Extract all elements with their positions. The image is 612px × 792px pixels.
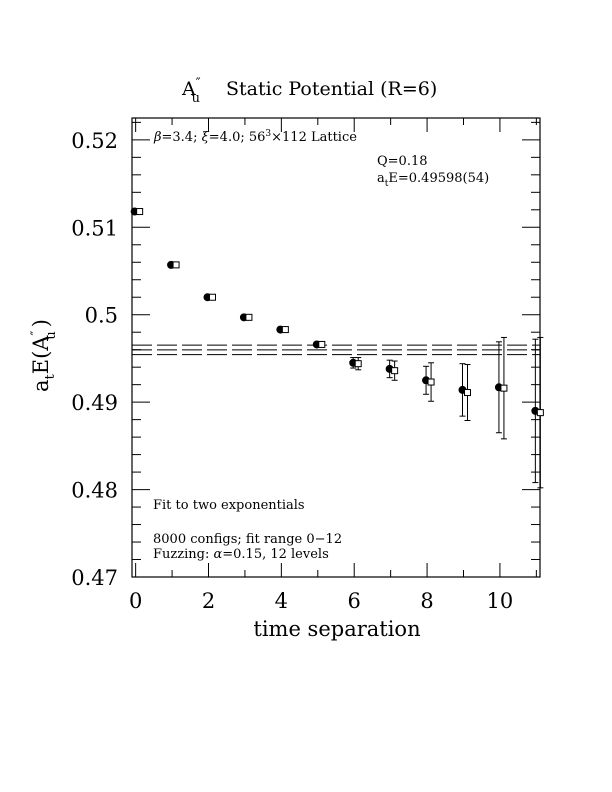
beta-symbol: β [153,130,162,145]
xi-symbol: ξ [202,130,210,145]
fit-value-sub: t [385,179,389,189]
ylabel-sub: u [44,331,59,339]
title-sup: ″ [196,76,201,91]
data-point-square [209,293,216,301]
x-tick-label: 0 [129,589,142,613]
y-tick-label: 0.47 [71,566,118,590]
data-point-square [354,360,362,368]
data-points [130,207,544,489]
lattice-part-b: =4.0; 56 [209,130,266,145]
fuzzing-annotation: Fuzzing: α=0.15, 12 levels [153,547,329,562]
x-tick-label: 8 [420,589,433,613]
x-axis-label: time separation [253,617,420,641]
ylabel-sup: ″ [29,331,44,336]
data-point-square [281,326,289,334]
data-point-square [318,340,326,348]
title-rest: Static Potential (R=6) [226,78,437,100]
data-point-square [391,367,399,375]
x-tick-label: 10 [487,589,514,613]
ylabel-prefix-sub: t [43,373,58,379]
fit-value-annotation: atE=0.49598(54) [377,171,489,189]
x-tick-label: 2 [202,589,215,613]
lattice-annotation: β=3.4; ξ=4.0; 563×112 Lattice [153,129,357,145]
x-tick-label: 6 [348,589,361,613]
y-tick-label: 0.51 [71,216,118,240]
x-tick-label: 4 [275,589,288,613]
fit-type-annotation: Fit to two exponentials [153,498,305,513]
configs-annotation: 8000 configs; fit range 0−12 [153,532,342,547]
data-point-square [245,313,253,321]
lattice-part-a: =3.4; [162,130,202,145]
ylabel-close: ) [29,319,53,327]
svg-text:atE(A″u): atE(A″u) [29,319,59,392]
lattice-exponent: 3 [265,129,271,139]
ylabel-prefix: a [29,379,53,392]
data-point-square [427,378,435,386]
data-point-square [172,261,180,269]
fuzzing-part-a: Fuzzing: [153,547,213,562]
fuzzing-part-b: =0.15, 12 levels [222,547,329,562]
ylabel-text: E(A [29,335,53,375]
data-point-square [464,389,471,397]
data-point-square [136,208,144,216]
fit-value-prefix: a [377,171,385,186]
chart-title: A″ u Static Potential (R=6) [181,76,437,106]
y-tick-label: 0.48 [71,479,118,503]
fit-band [132,344,540,356]
lattice-part-c: ×112 Lattice [271,130,357,145]
title-symbol: A [181,78,196,100]
alpha-symbol: α [213,547,222,562]
data-point-square [536,409,544,417]
q-annotation: Q=0.18 [377,154,428,169]
y-tick-label: 0.52 [71,129,118,153]
fit-value-rest: E=0.49598(54) [388,171,489,186]
title-sub: u [192,91,200,106]
tick-labels: 0 2 4 6 8 10 0.47 0.48 0.49 0.5 0.51 0.52 [71,129,513,613]
y-tick-label: 0.49 [71,391,118,415]
y-tick-label: 0.5 [85,304,118,328]
data-point-square [500,384,508,392]
y-axis-label: atE(A″u) [29,319,59,392]
